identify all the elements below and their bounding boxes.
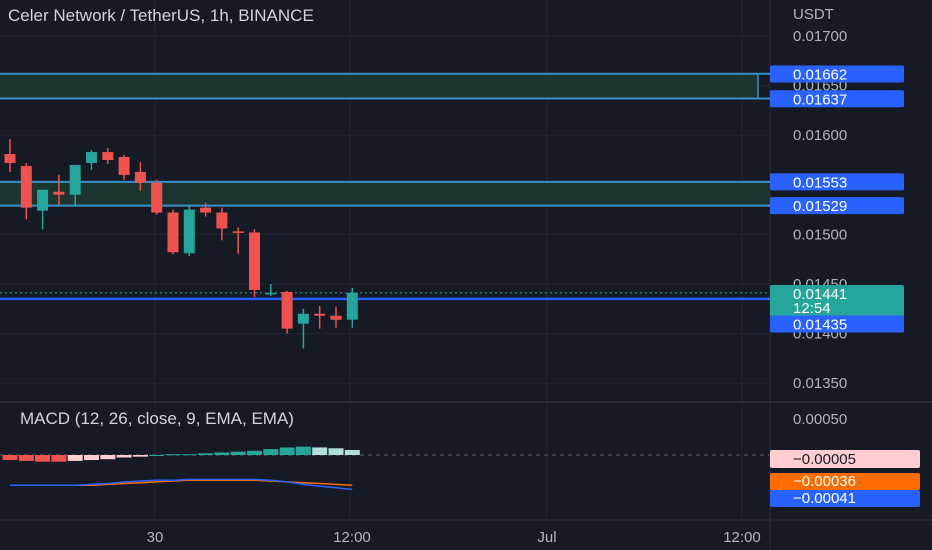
macd-histogram-bar-4: [67, 455, 83, 461]
tag-zone1-top-bg: [770, 65, 904, 83]
macd-histogram-bar-2: [35, 455, 51, 462]
tag-macd-signal-bg: [770, 473, 920, 490]
macd-histogram-bar-19: [312, 447, 328, 455]
candle-body-3: [53, 191, 65, 195]
price-tick-label-3: 0.01500: [793, 226, 847, 243]
tag-zone2-bottom-text: 0.01529: [793, 198, 847, 215]
macd-histogram-bar-7: [116, 455, 132, 458]
macd-histogram-bar-0: [2, 455, 18, 461]
macd-tick-label-0: 0.00050: [793, 411, 847, 428]
candles: [4, 139, 358, 349]
candle-body-9: [151, 182, 163, 213]
candle-body-13: [216, 212, 228, 229]
tag-current-bg: [770, 285, 904, 317]
candle-body-6: [102, 152, 114, 160]
tag-level-line-text: 0.01435: [793, 317, 847, 334]
tag-macd-line-bg: [770, 490, 920, 507]
time-tick-label-0: 30: [147, 529, 164, 546]
time-tick-label-3: 12:00: [723, 529, 761, 546]
candle-body-11: [183, 209, 195, 254]
macd-pane: [0, 446, 770, 491]
macd-histogram-bar-11: [181, 454, 197, 456]
price-tick-label-2: 0.01600: [793, 127, 847, 144]
tag-zone1-bottom-bg: [770, 90, 904, 108]
tag-macd-hist: −0.00005: [793, 451, 856, 468]
macd-histogram-bar-17: [279, 447, 295, 455]
candle-body-7: [118, 157, 130, 175]
tag-level-line-bg: [770, 315, 904, 333]
candle-body-15: [249, 232, 260, 290]
candle-body-21: [346, 292, 358, 320]
candle-body-8: [134, 171, 146, 183]
macd-histogram-bar-1: [18, 455, 34, 461]
candle-body-10: [167, 212, 179, 253]
zones: [0, 72, 770, 301]
macd-histogram-bar-14: [230, 451, 246, 455]
candle-body-4: [69, 164, 81, 195]
tag-zone2-bottom-bg: [770, 197, 904, 215]
candle-body-17: [281, 291, 293, 329]
time-tick-label-1: 12:00: [333, 529, 371, 546]
tag-countdown: 12:54: [793, 300, 831, 317]
candle-body-19: [314, 313, 326, 316]
macd-histogram-bar-20: [328, 448, 344, 455]
macd-histogram-bar-8: [132, 455, 148, 457]
candle-body-5: [86, 152, 97, 163]
tag-zone1-top-text: 0.01662: [793, 66, 847, 83]
tag-zone2-top-text: 0.01553: [793, 174, 847, 191]
macd-histogram-bar-3: [51, 455, 67, 462]
macd-histogram-bar-16: [263, 449, 279, 455]
upper-zone-fill: [0, 73, 758, 99]
macd-histogram-bar-18: [295, 446, 311, 455]
chart-title: Celer Network / TetherUS, 1h, BINANCE: [8, 6, 314, 25]
candle-body-12: [200, 207, 212, 213]
macd-histogram-bar-10: [165, 454, 181, 456]
tag-current-price: 0.01441: [793, 286, 847, 303]
middle-zone-fill: [0, 181, 770, 206]
candle-body-2: [37, 189, 49, 211]
currency-label: USDT: [793, 6, 834, 23]
candle-body-14: [232, 231, 244, 233]
price-tick-label-6: 0.01350: [793, 375, 847, 392]
price-tick-label-0: 0.01700: [793, 28, 847, 45]
tag-macd-signal: −0.00036: [793, 473, 856, 490]
macd-histogram-bar-13: [214, 452, 230, 455]
price-axis[interactable]: 0.017000.016500.016000.015000.014500.014…: [770, 28, 920, 507]
candle-body-20: [330, 315, 342, 320]
macd-histogram-bar-21: [344, 449, 360, 455]
macd-histogram-bar-9: [149, 455, 165, 456]
candle-body-1: [20, 165, 32, 208]
candle-body-0: [4, 154, 16, 163]
tag-macd-hist-bg: [770, 450, 920, 468]
macd-histogram-bar-5: [84, 455, 99, 461]
macd-histogram-bar-12: [198, 453, 214, 455]
time-axis[interactable]: 30 12:00 Jul 12:00: [147, 529, 761, 546]
tag-macd-line: −0.00041: [793, 490, 856, 507]
candle-body-18: [297, 313, 309, 324]
candle-body-16: [265, 292, 277, 295]
tag-zone2-top-bg: [770, 173, 904, 191]
time-tick-label-2: Jul: [537, 529, 556, 546]
macd-line: [10, 478, 353, 491]
macd-histogram-bar-15: [247, 450, 262, 455]
tag-zone1-bottom-text: 0.01637: [793, 91, 847, 108]
macd-title: MACD (12, 26, close, 9, EMA, EMA): [20, 409, 294, 428]
macd-histogram-bar-6: [100, 455, 116, 460]
